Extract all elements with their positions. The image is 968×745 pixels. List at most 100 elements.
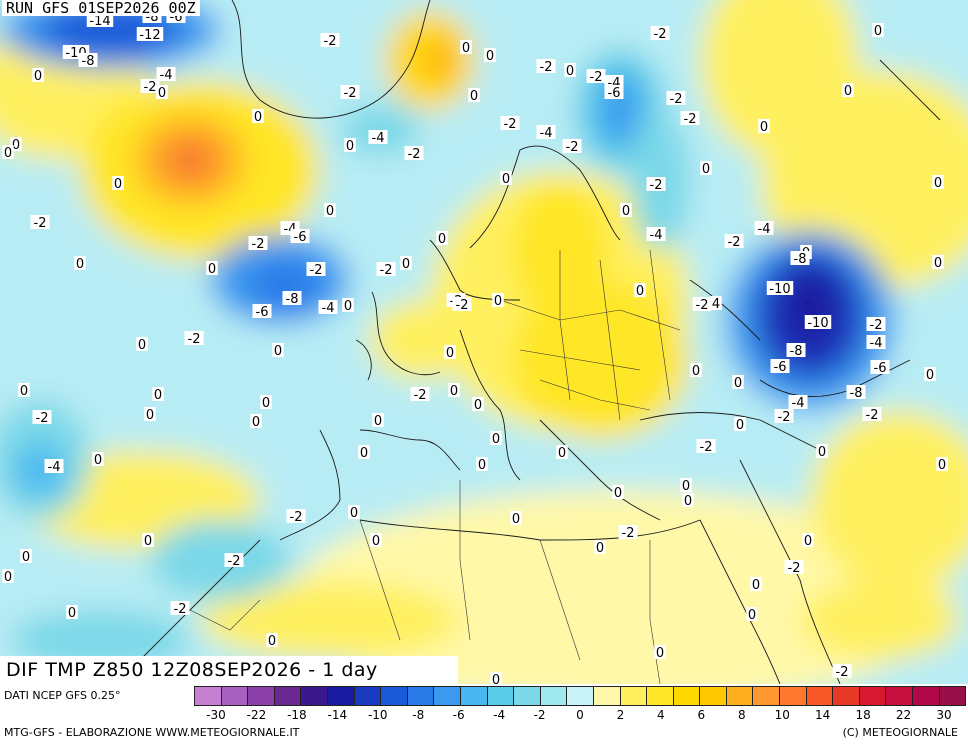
legend-swatch (699, 686, 726, 706)
contour-label: 0 (654, 645, 666, 661)
svg-text:4: 4 (712, 297, 720, 312)
contour-label: -6 (604, 85, 624, 101)
contour-label: 0 (732, 375, 744, 391)
legend-swatch (513, 686, 540, 706)
svg-text:-2: -2 (684, 112, 697, 127)
contour-label: -2 (376, 262, 396, 278)
contour-label: -2 (832, 664, 852, 680)
legend-swatch (486, 686, 514, 706)
svg-text:0: 0 (656, 646, 664, 661)
svg-text:-2: -2 (36, 411, 49, 426)
svg-text:-2: -2 (310, 263, 323, 278)
contour-label: -8 (282, 291, 302, 307)
svg-text:0: 0 (462, 41, 470, 56)
svg-text:0: 0 (748, 608, 756, 623)
svg-text:0: 0 (372, 534, 380, 549)
svg-text:-2: -2 (700, 440, 713, 455)
contour-label: 0 (476, 457, 488, 473)
temperature-difference-map: -14 -8 -6-12-10-8-4-2 00-2 00-2 0-2 0 -2 -4-6-2 0… (0, 0, 968, 684)
contour-label: 0 (18, 383, 30, 399)
svg-text:0: 0 (158, 86, 166, 101)
contour-label: -4 (368, 130, 388, 146)
svg-text:-2: -2 (540, 60, 553, 75)
contour-label: 0 (490, 431, 502, 447)
svg-text:0: 0 (76, 257, 84, 272)
contour-label: 0 (500, 171, 512, 187)
contour-label: -2 (32, 410, 52, 426)
svg-text:0: 0 (804, 534, 812, 549)
contour-label: -2 (646, 177, 666, 193)
svg-text:0: 0 (252, 415, 260, 430)
legend-label: 30 (936, 708, 952, 722)
legend-swatch (566, 686, 593, 706)
contour-label: 0 (448, 383, 460, 399)
contour-label: -4 (44, 459, 64, 475)
svg-text:-6: -6 (294, 230, 307, 245)
svg-text:-2: -2 (344, 86, 357, 101)
contour-label: -8 (790, 251, 810, 267)
legend-label: -10 (367, 708, 388, 722)
contour-label: 0 (612, 485, 624, 501)
svg-text:0: 0 (402, 257, 410, 272)
svg-text:0: 0 (114, 177, 122, 192)
svg-text:-2: -2 (324, 34, 337, 49)
legend-label: 8 (737, 708, 746, 722)
contour-label: 0 (594, 540, 606, 556)
contour-label: -14 (86, 13, 114, 29)
svg-text:-4: -4 (372, 131, 385, 146)
contour-label: 0 (936, 457, 948, 473)
contour-label: 0 (142, 533, 154, 549)
legend-swatch (832, 686, 859, 706)
contour-label: 0 (700, 161, 712, 177)
contour-label: -4 (536, 125, 556, 141)
svg-text:0: 0 (68, 606, 76, 621)
svg-text:0: 0 (450, 384, 458, 399)
contour-label: 0 (444, 345, 456, 361)
legend-label: -22 (246, 708, 267, 722)
contour-label: 0 (324, 203, 336, 219)
contour-labels: -14 -8 -6-12-10-8-4-2 00-2 00-2 0-2 0 -2 -4-6-2 0… (2, 9, 948, 684)
contour-label: 0 (260, 395, 272, 411)
svg-text:-2: -2 (728, 235, 741, 250)
contour-label: 0 (682, 493, 694, 509)
contour-label: -2 (586, 69, 606, 85)
svg-text:-4: -4 (48, 460, 61, 475)
contour-label: -8 (78, 53, 98, 69)
legend-swatch (725, 686, 753, 706)
svg-text:-2: -2 (788, 561, 801, 576)
svg-text:0: 0 (438, 232, 446, 247)
contour-label: 0 (932, 255, 944, 271)
svg-text:0: 0 (844, 84, 852, 99)
contour-label: -4 (318, 300, 338, 316)
legend-swatch (912, 686, 939, 706)
contour-label: -10 (766, 281, 794, 297)
contour-label: 0 (358, 445, 370, 461)
contour-label: -4 (646, 227, 666, 243)
legend-label: 6 (697, 708, 706, 722)
svg-text:0: 0 (566, 64, 574, 79)
svg-text:0: 0 (752, 578, 760, 593)
svg-text:-4: -4 (322, 301, 335, 316)
contour-label: -2 (692, 297, 712, 313)
svg-text:0: 0 (760, 120, 768, 135)
svg-text:-2: -2 (590, 70, 603, 85)
svg-text:0: 0 (22, 550, 30, 565)
legend-label: -30 (206, 708, 226, 722)
svg-text:-4: -4 (758, 222, 771, 237)
contour-label: 0 (690, 363, 702, 379)
contour-label: 0 (250, 414, 262, 430)
contour-label: 0 (436, 231, 448, 247)
field-layer (0, 0, 968, 684)
contour-label: 0 (32, 68, 44, 84)
svg-text:0: 0 (636, 284, 644, 299)
svg-text:0: 0 (374, 414, 382, 429)
legend-label: -2 (533, 708, 546, 722)
legend-swatch (273, 686, 301, 706)
svg-text:0: 0 (326, 204, 334, 219)
svg-text:0: 0 (494, 294, 502, 309)
svg-text:0: 0 (934, 176, 942, 191)
contour-label: -6 (770, 359, 790, 375)
legend-label: 2 (616, 708, 625, 722)
svg-text:-10: -10 (807, 316, 828, 331)
svg-text:0: 0 (470, 89, 478, 104)
